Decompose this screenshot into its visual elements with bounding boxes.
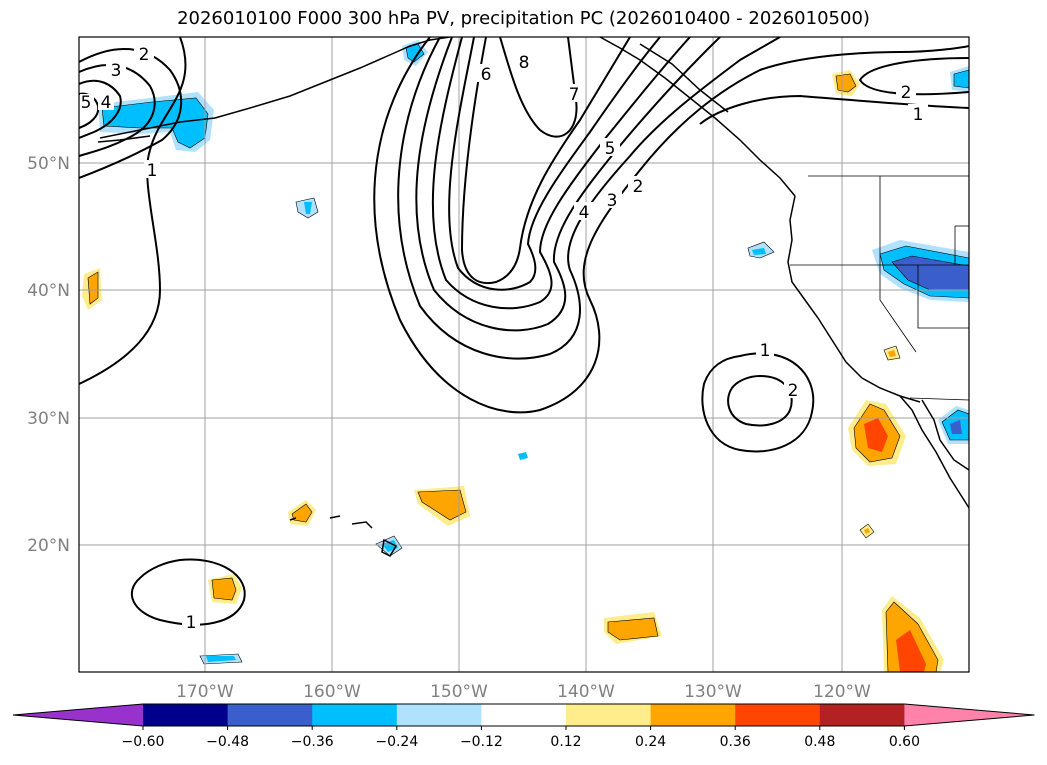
graticule [79,37,969,672]
colorbar-tick-label: −0.12 [460,734,503,750]
pv-contour [79,37,187,385]
pv-contour [415,37,721,332]
pv-contour [460,37,631,285]
colorbar-tick-label: 0.24 [635,734,666,750]
pv-label: 2 [901,83,912,103]
lon-label: 160°W [303,682,361,702]
longitude-labels: 170°W 160°W 150°W 140°W 130°W 120°W [176,682,871,702]
colorbar-extend-min [13,704,143,726]
map-frame [78,36,970,673]
map-area: 2 3 4 5 1 6 8 7 5 4 3 2 2 1 1 2 1 [79,37,969,672]
pv-contour [499,37,578,138]
colorbar-segment [312,704,398,726]
colorbar-segment [566,704,652,726]
pv-label: 2 [633,177,644,197]
colorbar-tick-label: −0.36 [291,734,334,750]
lat-label: 50°N [27,154,70,174]
pv-label: 3 [111,61,122,81]
latitude-labels: 50°N 40°N 30°N 20°N [27,154,70,556]
pv-contour [79,48,183,179]
lat-label: 30°N [27,409,70,429]
colorbar-segment [819,704,905,726]
colorbar-segment [227,704,313,726]
pv-label: 5 [81,93,92,113]
pv-label: 6 [481,65,492,85]
pv-contour [373,37,969,414]
colorbar: −0.60 −0.48 −0.36 −0.24 −0.12 0.12 0.24 0.36 0.4… [12,703,1035,750]
pv-contour [701,352,815,453]
lon-label: 140°W [557,682,615,702]
colorbar-tick-label: −0.24 [375,734,418,750]
map-title: 2026010100 F000 300 hPa PV, precipitatio… [177,8,870,29]
colorbar-segment [481,704,567,726]
pv-label: 4 [579,203,590,223]
colorbar-segment [143,704,229,726]
coastlines [97,37,969,557]
pv-label: 1 [760,341,771,361]
colorbar-tick-label: 0.12 [550,734,581,750]
lat-label: 40°N [27,281,70,301]
pv-label: 1 [147,161,158,181]
pv-label: 5 [605,139,616,159]
precip-shading [82,40,969,672]
colorbar-segment [650,704,736,726]
pv-label: 2 [139,45,150,65]
colorbar-extend-max [904,704,1035,726]
pv-contour [448,37,661,291]
pv-label: 4 [101,93,112,113]
pv-label: 2 [788,381,799,401]
lon-label: 120°W [813,682,871,702]
colorbar-tick-label: 0.36 [720,734,751,750]
pv-contour [130,558,246,626]
pv-label: 1 [186,613,197,633]
colorbar-segment [396,704,482,726]
colorbar-tick-label: −0.48 [206,734,249,750]
pv-label: 7 [569,85,580,105]
pv-contour [431,37,691,310]
lon-label: 130°W [684,682,742,702]
colorbar-tick-label: 0.60 [889,734,920,750]
lon-label: 170°W [176,682,234,702]
contour-labels: 2 3 4 5 1 6 8 7 5 4 3 2 2 1 1 2 1 [80,44,928,633]
colorbar-tick-label: 0.48 [804,734,835,750]
pv-label: 8 [519,53,530,73]
colorbar-tick-label: −0.60 [122,734,165,750]
lat-label: 20°N [27,536,70,556]
colorbar-segment [735,704,821,726]
pv-contour [397,37,781,360]
pv-label: 3 [607,191,618,211]
pv-label: 1 [913,105,924,125]
lon-label: 150°W [430,682,488,702]
political-borders [790,175,969,401]
pv-contour [79,79,122,139]
pv-contour [858,57,969,96]
